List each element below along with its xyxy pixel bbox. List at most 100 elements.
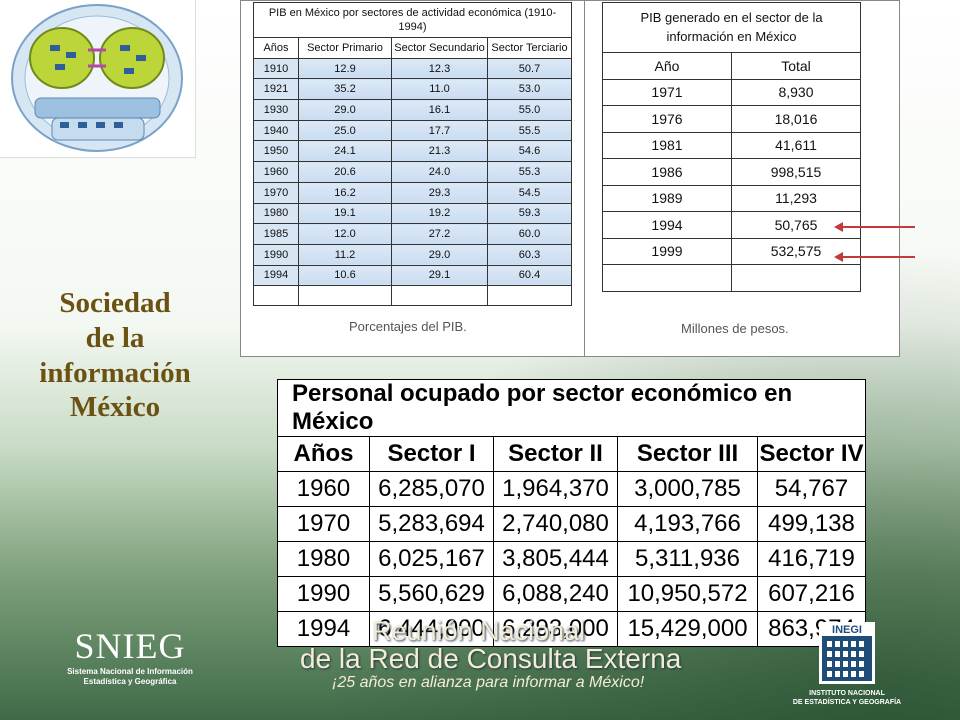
table-cell: 1981 <box>602 131 732 159</box>
table-row: 1976 18,016 <box>602 105 861 133</box>
table-cell: 60.4 <box>487 264 572 287</box>
inegi-subtitle: INSTITUTO NACIONAL <box>809 690 885 697</box>
table-cell: 55.3 <box>487 161 572 183</box>
snieg-logo: SNIEG Sistema Nacional de Información Es… <box>40 625 220 688</box>
table-cell: 29.0 <box>298 99 392 121</box>
table-row: 1990 5,560,629 6,088,240 10,950,572 607,216 <box>277 576 866 612</box>
inegi-logo-icon: INEGI <box>819 622 875 684</box>
table-cell: 3,000,785 <box>617 471 758 507</box>
table-cell: 10,950,572 <box>617 576 758 612</box>
title-line: Sociedad <box>59 287 171 319</box>
event-subtitle: de la Red de Consulta Externa <box>300 643 682 674</box>
table-row: 1971 8,930 <box>602 78 861 106</box>
table-cell: 8,930 <box>731 78 861 106</box>
table-cell: 50.7 <box>487 57 572 80</box>
column-header: Año <box>602 52 732 80</box>
table-cell: 1994 <box>602 211 732 239</box>
table-cell: 18,016 <box>731 105 861 133</box>
unit-label: Porcentajes del PIB. <box>349 319 467 334</box>
table-row: 1970 5,283,694 2,740,080 4,193,766 499,138 <box>277 506 866 542</box>
table-caption: PIB en México por sectores de actividad … <box>253 2 572 38</box>
table-cell: 6,285,070 <box>369 471 494 507</box>
table-cell: 1989 <box>602 184 732 212</box>
table-cell: 54.6 <box>487 140 572 163</box>
table-row: 1960 6,285,070 1,964,370 3,000,785 54,767 <box>277 471 866 507</box>
table-cell: 1910 <box>253 57 299 80</box>
table-row: 1980 19.1 19.2 59.3 <box>253 202 572 225</box>
table-cell: 19.2 <box>391 202 488 225</box>
information-sector-gdp-table: PIB generado en el sector de la informac… <box>602 2 861 292</box>
table-cell: 10.6 <box>298 264 392 287</box>
title-line: México <box>69 391 161 424</box>
table-cell: 59.3 <box>487 202 572 225</box>
table-row: 1910 12.9 12.3 50.7 <box>253 57 572 80</box>
table-row: 1970 16.2 29.3 54.5 <box>253 181 572 204</box>
table-cell: 1980 <box>253 202 299 225</box>
inegi-subtitle: DE ESTADÍSTICA Y GEOGRAFÍA <box>792 699 902 707</box>
table-cell: 29.1 <box>391 264 488 287</box>
snieg-wordmark: SNIEG <box>74 626 186 666</box>
table-row: 1930 29.0 16.1 55.0 <box>253 99 572 121</box>
table-cell: 12.9 <box>298 57 392 80</box>
table-cell: 12.3 <box>391 57 488 80</box>
table-cell: 3,805,444 <box>493 541 618 577</box>
table-cell: 1930 <box>253 99 299 121</box>
table-row: 1994 50,765 <box>602 211 861 239</box>
column-header: Sector II <box>493 436 618 472</box>
table-cell: 2,740,080 <box>493 506 618 542</box>
table-row: 1980 6,025,167 3,805,444 5,311,936 416,719 <box>277 541 866 577</box>
table-cell: 53.0 <box>487 78 572 101</box>
table-cell: 29.0 <box>391 243 488 266</box>
slide-title: Sociedad de la información México <box>10 286 220 425</box>
snieg-subtitle: Estadística y Geográfica <box>83 677 177 687</box>
column-header: Años <box>253 37 299 59</box>
table-cell: 1994 <box>253 264 299 287</box>
table-cell: 19.1 <box>298 202 392 225</box>
table-row: 1986 998,515 <box>602 158 861 186</box>
table-cell: 11.0 <box>391 78 488 101</box>
table-cell: 29.3 <box>391 181 488 204</box>
pib-panel: PIB en México por sectores de actividad … <box>240 0 900 357</box>
table-row: 1989 11,293 <box>602 184 861 212</box>
table-cell: 54,767 <box>757 471 866 507</box>
table-cell: 4,193,766 <box>617 506 758 542</box>
table-cell: 24.0 <box>391 161 488 183</box>
table-cell: 6,088,240 <box>493 576 618 612</box>
table-cell: 499,138 <box>757 506 866 542</box>
table-row: 1981 41,611 <box>602 131 861 159</box>
table-cell: 998,515 <box>731 158 861 186</box>
table-cell: 11,293 <box>731 184 861 212</box>
event-tagline: ¡25 años en alianza para informar a Méxi… <box>332 674 645 691</box>
table-cell: 16.1 <box>391 99 488 121</box>
title-line: de la <box>85 321 145 354</box>
column-header: Años <box>277 436 370 472</box>
unit-label: Millones de pesos. <box>681 321 789 336</box>
panel-divider <box>584 1 585 356</box>
table-row: 1950 24.1 21.3 54.6 <box>253 140 572 163</box>
table-cell: 11.2 <box>298 243 392 266</box>
table-cell: 1940 <box>253 119 299 142</box>
table-cell: 1950 <box>253 140 299 163</box>
table-cell: 35.2 <box>298 78 392 101</box>
table-cell: 1970 <box>277 506 370 542</box>
table-caption: Personal ocupado por sector económico en… <box>277 379 866 437</box>
information-society-diagram-icon <box>11 4 183 152</box>
table-row: 1994 10.6 29.1 60.4 <box>253 264 572 287</box>
table-cell: 1960 <box>253 161 299 183</box>
table-cell: 1971 <box>602 78 732 106</box>
table-cell: 24.1 <box>298 140 392 163</box>
table-row: 1999 532,575 <box>602 237 861 265</box>
inegi-logo: INEGI INSTITUTO NACIONAL DE ESTADÍSTICA … <box>782 622 912 707</box>
table-cell: 6,293,000 <box>493 611 618 647</box>
column-header: Sector IV <box>757 436 866 472</box>
column-header: Sector Secundario <box>391 37 488 59</box>
title-line: información <box>39 356 191 389</box>
column-header: Sector Terciario <box>487 37 572 59</box>
table-cell: 41,611 <box>731 131 861 159</box>
table-cell: 27.2 <box>391 223 488 245</box>
column-header: Total <box>731 52 861 80</box>
table-cell: 1960 <box>277 471 370 507</box>
table-cell: 1980 <box>277 541 370 577</box>
table-cell: 5,311,936 <box>617 541 758 577</box>
table-cell: 55.0 <box>487 99 572 121</box>
